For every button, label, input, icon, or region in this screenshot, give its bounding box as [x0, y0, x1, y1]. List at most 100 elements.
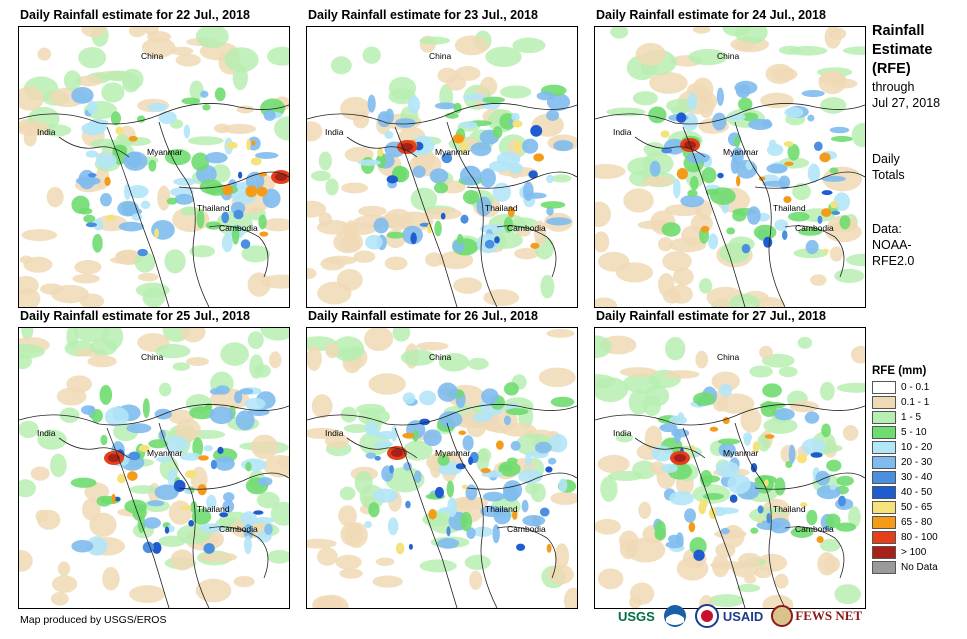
- rain-area-moderate: [718, 442, 736, 458]
- place-label-myanmar: Myanmar: [723, 448, 759, 458]
- rain-area-moderate: [546, 206, 554, 216]
- rain-area-light: [644, 425, 663, 452]
- rain-cell-heavy: [253, 510, 264, 515]
- rain-area-moderate: [71, 86, 94, 104]
- rain-cell-heavy: [180, 505, 192, 510]
- rain-area-moderate: [522, 181, 534, 201]
- country-border: [307, 404, 577, 426]
- rain-cell-heavy: [766, 512, 771, 524]
- rain-area-moderate: [192, 437, 204, 458]
- rain-area-moderate: [447, 497, 458, 518]
- legend-label: 40 - 50: [901, 487, 933, 498]
- rain-area-light: [740, 407, 762, 433]
- rain-area-moderate: [648, 106, 667, 124]
- rain-area-light: [261, 274, 289, 289]
- rain-area-light: [335, 554, 362, 570]
- rain-cell-heavy: [690, 444, 695, 455]
- rain-cell-heavy: [838, 495, 846, 507]
- rain-area-light: [619, 530, 639, 551]
- legend-swatch: [872, 486, 896, 499]
- rain-area-light: [771, 67, 798, 81]
- rain-area-light: [851, 122, 865, 148]
- rain-area-light: [763, 417, 798, 434]
- rain-area-light: [419, 36, 451, 45]
- rain-area-light: [403, 440, 433, 461]
- rain-cell-heavy: [240, 239, 251, 249]
- rain-area-moderate: [825, 513, 841, 529]
- rain-area-moderate: [546, 109, 560, 121]
- rainfall-map-panel-25jul: Daily Rainfall estimate for 25 Jul., 201…: [18, 309, 306, 609]
- rain-area-moderate: [710, 187, 736, 205]
- rain-area-moderate: [540, 201, 566, 209]
- rain-area-light: [318, 151, 332, 171]
- rain-area-light: [760, 92, 794, 109]
- rain-area-moderate: [221, 233, 233, 253]
- rain-area-light: [23, 130, 37, 147]
- rain-area-light: [81, 498, 101, 521]
- country-border: [58, 437, 130, 459]
- rain-cell-heavy: [138, 444, 150, 453]
- rain-area-light: [21, 229, 58, 242]
- rain-area-moderate: [665, 541, 684, 549]
- panel-title: Daily Rainfall estimate for 24 Jul., 201…: [596, 8, 826, 22]
- rain-core: [275, 173, 287, 181]
- rain-area-light: [619, 367, 658, 377]
- rain-area-light: [419, 559, 457, 573]
- rain-area-moderate: [829, 483, 837, 491]
- rain-area-light: [19, 86, 45, 111]
- rain-cell-heavy: [395, 542, 405, 555]
- rain-area-moderate: [367, 94, 376, 113]
- rain-area-light: [649, 72, 688, 94]
- rain-cell-heavy: [757, 505, 764, 514]
- rain-area-moderate: [191, 508, 212, 525]
- place-label-thailand: Thailand: [485, 504, 518, 514]
- rain-area-light: [623, 188, 654, 213]
- rain-cell-heavy: [164, 526, 170, 534]
- rain-area-light: [628, 389, 650, 415]
- rain-area-moderate: [434, 220, 442, 237]
- rain-area-light: [842, 424, 859, 441]
- rain-area-moderate: [667, 534, 682, 544]
- rain-area-light: [850, 345, 865, 364]
- rain-cell-heavy: [85, 222, 97, 228]
- rain-area-light: [788, 45, 828, 56]
- rain-area-moderate: [92, 233, 103, 253]
- rain-area-light: [546, 329, 575, 338]
- rain-cell-heavy: [117, 473, 127, 484]
- rain-area-moderate: [550, 396, 575, 408]
- rain-area-moderate: [481, 388, 499, 405]
- rain-area-light: [195, 27, 229, 49]
- rain-area-light: [692, 27, 711, 34]
- rain-area-moderate: [492, 126, 503, 139]
- rain-cell-heavy: [831, 210, 841, 215]
- rain-cell-heavy: [764, 479, 769, 487]
- rain-area-moderate: [403, 462, 412, 471]
- rain-area-moderate: [680, 194, 705, 208]
- rain-area-light: [175, 53, 201, 67]
- rain-area-moderate: [123, 183, 131, 200]
- rain-area-light: [368, 373, 406, 395]
- rain-area-light: [550, 491, 577, 505]
- country-border: [208, 526, 269, 579]
- rain-area-light: [662, 251, 692, 272]
- rain-cell-heavy: [480, 468, 491, 474]
- rain-area-light: [453, 277, 483, 294]
- rain-area-moderate: [835, 522, 857, 532]
- country-border: [19, 404, 289, 426]
- rain-cell-heavy: [151, 541, 162, 554]
- rain-area-moderate: [807, 163, 821, 183]
- rain-area-moderate: [733, 135, 741, 148]
- rain-area-moderate: [684, 508, 697, 523]
- rain-cell-heavy: [259, 231, 269, 237]
- legend-swatch: [872, 546, 896, 559]
- rainfall-map: China India Myanmar Thailand Cambodia: [18, 26, 290, 308]
- place-label-myanmar: Myanmar: [435, 448, 471, 458]
- rain-area-light: [19, 275, 39, 295]
- rain-area-moderate: [222, 499, 235, 513]
- country-border: [394, 427, 458, 608]
- rain-cell-heavy: [210, 459, 218, 470]
- rain-area-light: [223, 123, 257, 135]
- rain-area-moderate: [162, 436, 189, 452]
- rain-area-moderate: [438, 411, 463, 428]
- place-label-cambodia: Cambodia: [219, 524, 258, 534]
